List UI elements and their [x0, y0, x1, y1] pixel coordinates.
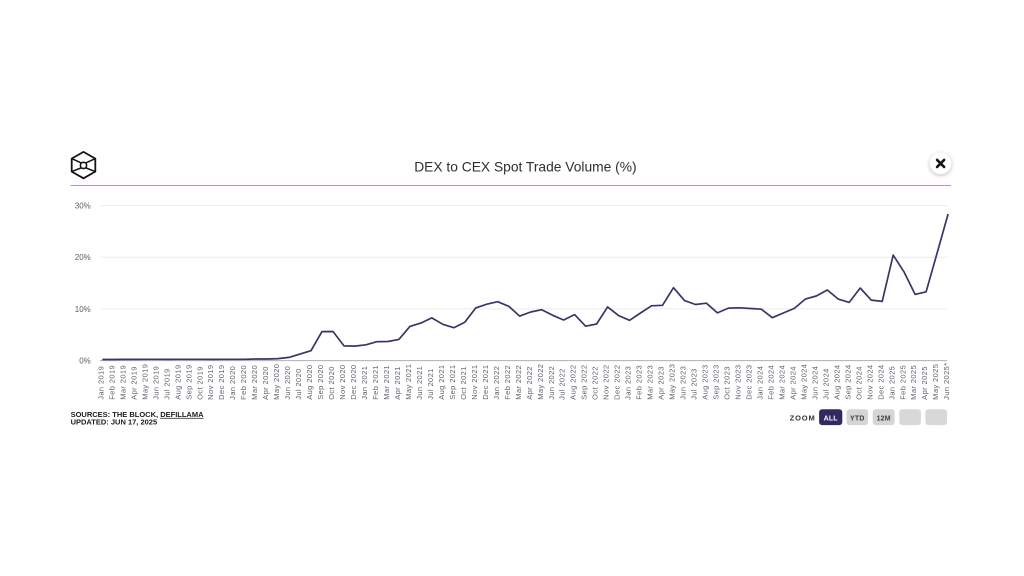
- svg-text:Aug 2024: Aug 2024: [832, 364, 841, 399]
- svg-text:Mar 2020: Mar 2020: [250, 365, 259, 400]
- svg-text:Sep 2019: Sep 2019: [184, 364, 193, 399]
- svg-text:Jul 2020: Jul 2020: [294, 368, 303, 400]
- svg-text:Nov 2024: Nov 2024: [865, 364, 874, 399]
- svg-text:Jan 2020: Jan 2020: [228, 366, 237, 400]
- svg-text:Sep 2021: Sep 2021: [448, 364, 457, 399]
- svg-text:YTD: YTD: [850, 415, 865, 422]
- svg-text:Feb 2025: Feb 2025: [898, 365, 907, 400]
- svg-text:ZOOM: ZOOM: [790, 413, 816, 422]
- svg-text:Jul 2023: Jul 2023: [690, 368, 699, 400]
- svg-text:Jun 2019: Jun 2019: [151, 366, 160, 400]
- svg-text:Sep 2022: Sep 2022: [580, 364, 589, 399]
- svg-text:Apr 2019: Apr 2019: [129, 366, 138, 400]
- svg-text:Jun 2025*: Jun 2025*: [942, 362, 951, 399]
- svg-text:0%: 0%: [79, 357, 91, 366]
- svg-text:Feb 2020: Feb 2020: [239, 365, 248, 400]
- svg-text:10%: 10%: [75, 305, 91, 314]
- svg-text:Aug 2019: Aug 2019: [173, 364, 182, 399]
- svg-text:Oct 2022: Oct 2022: [591, 366, 600, 400]
- svg-text:Jun 2023: Jun 2023: [679, 366, 688, 400]
- svg-text:20%: 20%: [75, 253, 91, 262]
- svg-text:Sep 2024: Sep 2024: [843, 364, 852, 399]
- svg-text:Dec 2020: Dec 2020: [349, 364, 358, 399]
- svg-text:12M: 12M: [877, 415, 891, 422]
- svg-text:Jun 2021: Jun 2021: [415, 366, 424, 400]
- svg-text:Sep 2023: Sep 2023: [712, 364, 721, 399]
- svg-text:Oct 2021: Oct 2021: [459, 366, 468, 400]
- svg-text:Jul 2022: Jul 2022: [558, 368, 567, 400]
- svg-text:Apr 2020: Apr 2020: [261, 366, 270, 400]
- svg-text:Jun 2022: Jun 2022: [547, 366, 556, 400]
- svg-text:Feb 2024: Feb 2024: [766, 365, 775, 400]
- svg-text:Aug 2022: Aug 2022: [569, 364, 578, 399]
- svg-text:30%: 30%: [75, 201, 91, 210]
- svg-text:Sep 2020: Sep 2020: [316, 364, 325, 399]
- svg-text:DEX to CEX Spot Trade Volume (: DEX to CEX Spot Trade Volume (%): [414, 159, 636, 174]
- svg-text:Jul 2021: Jul 2021: [426, 368, 435, 400]
- svg-text:Apr 2022: Apr 2022: [525, 366, 534, 400]
- svg-text:Feb 2019: Feb 2019: [107, 365, 116, 400]
- svg-text:Mar 2022: Mar 2022: [514, 365, 523, 400]
- svg-text:Mar 2024: Mar 2024: [777, 365, 786, 400]
- svg-text:Apr 2023: Apr 2023: [657, 366, 666, 400]
- svg-text:Mar 2019: Mar 2019: [118, 365, 127, 400]
- svg-text:Dec 2019: Dec 2019: [217, 364, 226, 399]
- svg-text:Oct 2024: Oct 2024: [854, 366, 863, 400]
- svg-text:Aug 2020: Aug 2020: [305, 364, 314, 399]
- svg-text:Oct 2023: Oct 2023: [723, 366, 732, 400]
- svg-text:May 2021: May 2021: [404, 364, 413, 400]
- svg-text:Feb 2023: Feb 2023: [635, 365, 644, 400]
- svg-text:May 2019: May 2019: [140, 364, 149, 400]
- svg-text:Nov 2022: Nov 2022: [602, 364, 611, 399]
- svg-text:Jan 2022: Jan 2022: [492, 366, 501, 400]
- svg-text:Jul 2024: Jul 2024: [821, 368, 830, 400]
- svg-text:Dec 2022: Dec 2022: [613, 364, 622, 399]
- svg-text:Jan 2023: Jan 2023: [624, 366, 633, 400]
- svg-text:Apr 2025: Apr 2025: [920, 366, 929, 400]
- svg-text:Oct 2020: Oct 2020: [327, 366, 336, 400]
- svg-text:Apr 2021: Apr 2021: [393, 366, 402, 400]
- svg-text:Jan 2024: Jan 2024: [756, 366, 765, 400]
- svg-text:Oct 2019: Oct 2019: [195, 366, 204, 400]
- svg-text:Dec 2023: Dec 2023: [745, 364, 754, 399]
- svg-text:Jun 2020: Jun 2020: [283, 366, 292, 400]
- svg-text:Nov 2021: Nov 2021: [470, 364, 479, 399]
- svg-text:Nov 2023: Nov 2023: [734, 364, 743, 399]
- svg-text:SOURCES: THE BLOCK, DEFILLAMA: SOURCES: THE BLOCK, DEFILLAMA: [71, 410, 205, 419]
- svg-text:May 2024: May 2024: [799, 364, 808, 400]
- svg-text:Dec 2021: Dec 2021: [481, 364, 490, 399]
- svg-text:Jan 2021: Jan 2021: [360, 366, 369, 400]
- svg-text:Mar 2023: Mar 2023: [646, 365, 655, 400]
- svg-text:Jan 2025: Jan 2025: [887, 366, 896, 400]
- svg-text:Jun 2024: Jun 2024: [810, 366, 819, 400]
- svg-text:Mar 2025: Mar 2025: [909, 365, 918, 400]
- svg-text:ALL: ALL: [824, 415, 839, 422]
- svg-text:Nov 2020: Nov 2020: [338, 364, 347, 399]
- svg-text:May 2022: May 2022: [536, 364, 545, 400]
- svg-text:May 2023: May 2023: [668, 364, 677, 400]
- svg-text:May 2020: May 2020: [272, 364, 281, 400]
- svg-text:Dec 2024: Dec 2024: [876, 364, 885, 399]
- svg-text:Jul 2019: Jul 2019: [162, 368, 171, 400]
- svg-text:Feb 2022: Feb 2022: [503, 365, 512, 400]
- svg-text:Aug 2023: Aug 2023: [701, 364, 710, 399]
- svg-text:Mar 2021: Mar 2021: [382, 365, 391, 400]
- svg-text:Aug 2021: Aug 2021: [437, 364, 446, 399]
- svg-text:May 2025: May 2025: [931, 364, 940, 400]
- svg-text:Feb 2021: Feb 2021: [371, 365, 380, 400]
- svg-text:Nov 2019: Nov 2019: [206, 364, 215, 399]
- svg-text:UPDATED: JUN 17, 2025: UPDATED: JUN 17, 2025: [71, 417, 158, 426]
- svg-text:Apr 2024: Apr 2024: [788, 366, 797, 400]
- svg-text:Jan 2019: Jan 2019: [96, 366, 105, 400]
